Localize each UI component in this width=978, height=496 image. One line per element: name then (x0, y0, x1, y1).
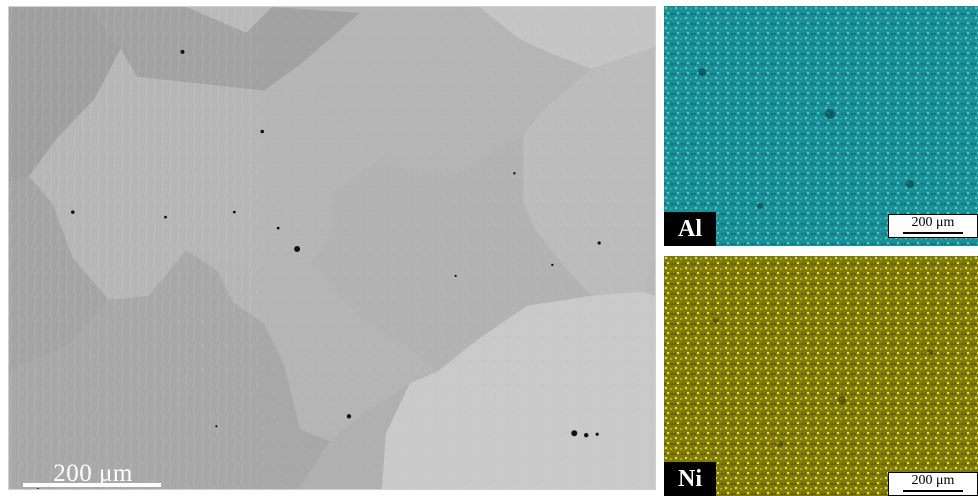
al-map-panel: Al 200 μm (664, 6, 978, 246)
al-scale-label: 200 μm (911, 215, 955, 230)
ni-distribution-map (664, 256, 978, 496)
main-scale-line (23, 483, 161, 487)
ni-map-panel: Ni 200 μm (664, 256, 978, 496)
sem-micrograph: 200 μm (8, 6, 656, 490)
grain-structure (9, 7, 655, 489)
al-element-label: Al (664, 212, 716, 246)
panel-divider (656, 0, 664, 496)
al-distribution-map (664, 6, 978, 246)
ni-element-label: Ni (664, 462, 716, 496)
main-scale-label: 200 μm (53, 460, 133, 487)
ni-scale-label: 200 μm (911, 473, 955, 488)
main-scale-bar: 200 μm (23, 455, 161, 489)
precipitates (36, 49, 601, 489)
map-divider (664, 246, 978, 256)
ni-scale-bar: 200 μm (888, 472, 978, 496)
ni-scale-line (903, 490, 963, 492)
polishing-streaks (9, 7, 259, 489)
al-scale-line (903, 232, 963, 234)
al-scale-bar: 200 μm (888, 214, 978, 238)
